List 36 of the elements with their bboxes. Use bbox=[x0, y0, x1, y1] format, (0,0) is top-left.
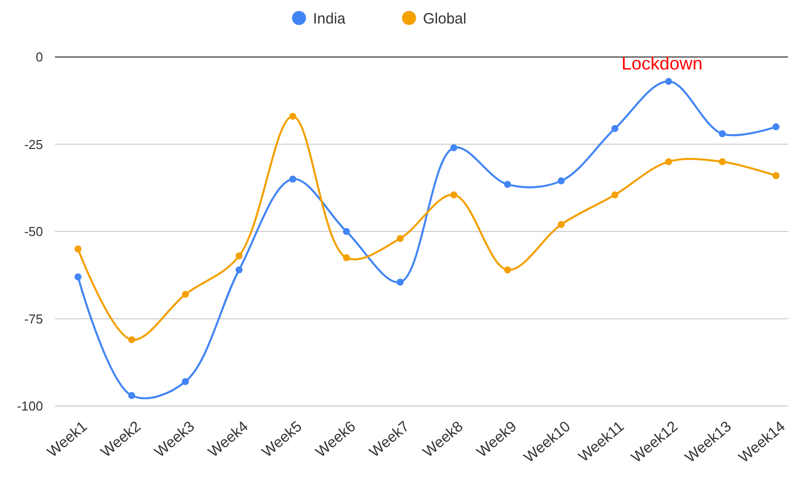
point bbox=[182, 290, 189, 298]
point bbox=[289, 176, 296, 183]
point bbox=[128, 336, 136, 344]
point bbox=[611, 125, 618, 132]
y-tick-label: 0 bbox=[36, 50, 43, 65]
point bbox=[772, 172, 780, 180]
annotation: Lockdown bbox=[621, 53, 703, 74]
y-tick-label: -50 bbox=[24, 224, 43, 240]
point bbox=[450, 191, 458, 198]
point bbox=[718, 130, 726, 138]
point bbox=[396, 234, 404, 242]
point bbox=[74, 273, 82, 280]
point bbox=[665, 78, 672, 85]
point bbox=[450, 144, 458, 152]
point bbox=[611, 191, 618, 198]
y-tick-label: -75 bbox=[24, 311, 43, 326]
point bbox=[182, 378, 189, 386]
point bbox=[718, 158, 726, 166]
legend-label: Global bbox=[423, 10, 466, 28]
point bbox=[396, 278, 404, 286]
point bbox=[236, 266, 243, 274]
point bbox=[342, 254, 350, 262]
point bbox=[504, 266, 512, 274]
point bbox=[772, 123, 780, 130]
point bbox=[342, 228, 350, 235]
point bbox=[236, 252, 243, 260]
point bbox=[558, 221, 565, 228]
point bbox=[558, 177, 565, 184]
y-tick-label: -100 bbox=[16, 398, 43, 414]
point bbox=[128, 392, 136, 400]
legend-label: India bbox=[313, 10, 346, 28]
y-tick-label: -25 bbox=[24, 136, 43, 152]
point bbox=[289, 112, 296, 120]
point bbox=[504, 180, 512, 188]
point bbox=[665, 158, 672, 166]
point bbox=[74, 245, 82, 252]
